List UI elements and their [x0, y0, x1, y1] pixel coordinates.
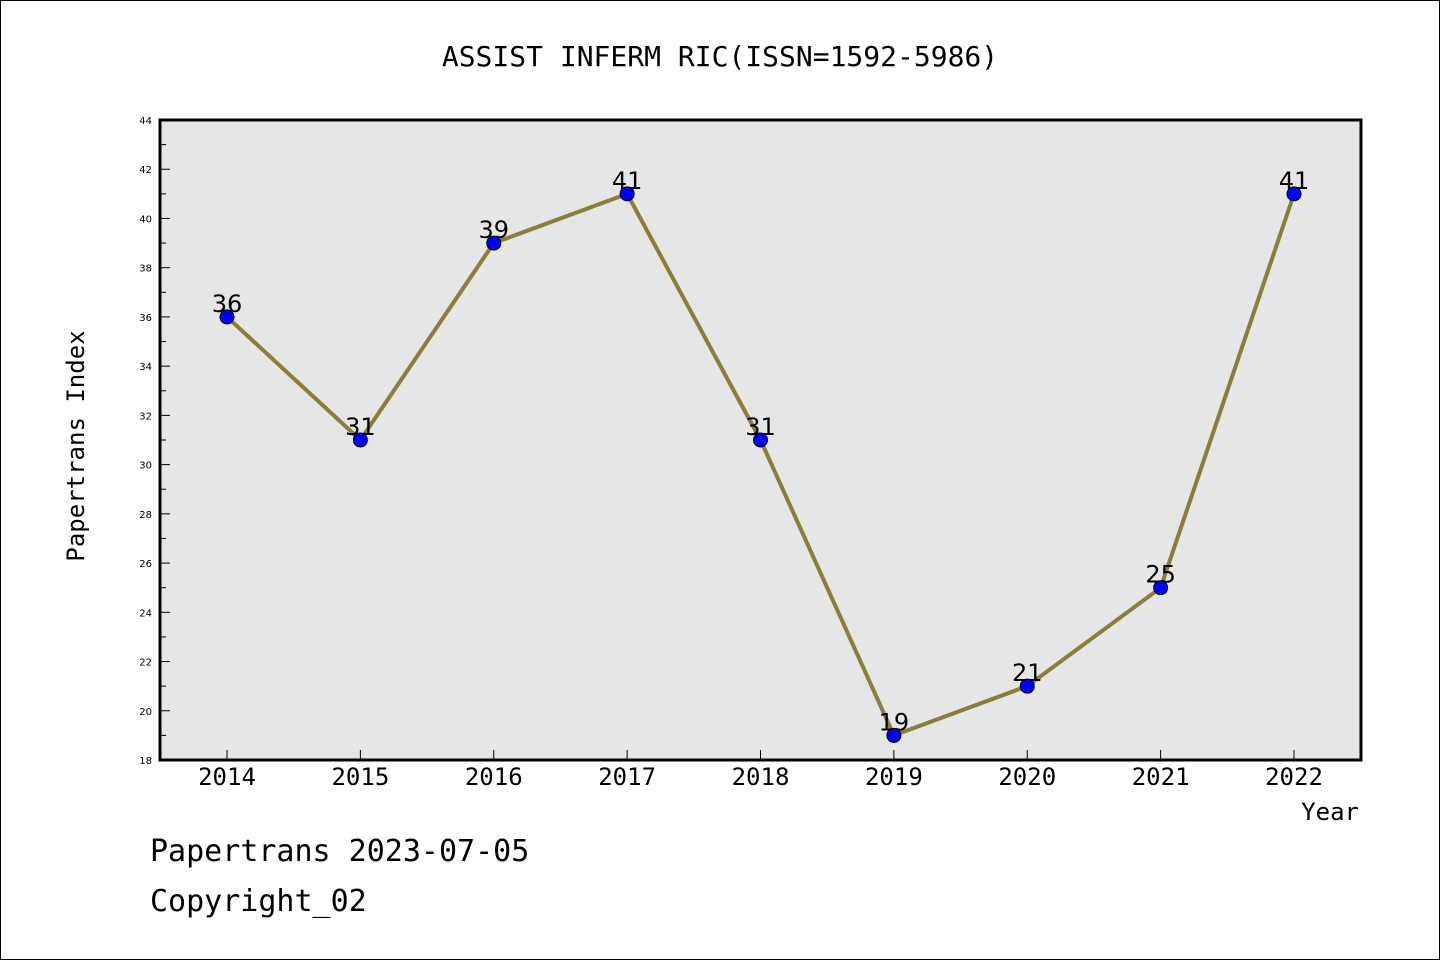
x-tick-label: 2016	[465, 763, 523, 791]
x-tick-label: 2018	[732, 763, 790, 791]
x-axis-label: Year	[1301, 798, 1359, 826]
data-label: 36	[212, 290, 243, 318]
data-label: 19	[879, 708, 910, 736]
y-tick-label: 30	[139, 461, 152, 472]
data-point-marker	[1019, 678, 1035, 694]
x-tick-label: 2020	[998, 763, 1056, 791]
data-label-layer: 36 31 39 41 31 19 21 25 41	[212, 167, 1310, 737]
y-tick-label: 44	[139, 116, 152, 127]
y-tick-label: 40	[139, 214, 152, 225]
data-point-marker	[352, 432, 368, 448]
y-tick-label: 24	[139, 608, 152, 619]
data-label: 31	[745, 413, 776, 441]
x-tick-label: 2019	[865, 763, 923, 791]
data-point-marker	[619, 186, 635, 202]
chart-title: ASSIST INFERM RIC(ISSN=1592-5986)	[442, 40, 998, 73]
y-tick-label: 42	[139, 165, 152, 176]
data-label: 41	[1279, 167, 1310, 195]
data-point-marker	[886, 727, 902, 743]
series-layer	[219, 186, 1302, 743]
y-tick-label: 34	[139, 362, 152, 373]
data-point-marker	[219, 309, 235, 325]
x-tick-label: 2014	[198, 763, 256, 791]
data-point-marker	[1153, 580, 1169, 596]
x-tick-label: 2015	[331, 763, 389, 791]
y-tick-label: 28	[139, 510, 152, 521]
data-label: 39	[478, 216, 509, 244]
y-tick-label: 36	[139, 313, 152, 324]
data-label: 41	[612, 167, 643, 195]
data-label: 25	[1145, 561, 1176, 589]
y-tick-label: 38	[139, 264, 152, 275]
y-tick-label: 26	[139, 559, 152, 570]
y-axis-label: Papertrans Index	[62, 330, 90, 561]
y-tick-label: 18	[139, 756, 152, 767]
x-axis: 2014 2015 2016 2017 2018 2019 2020 2021 2022	[198, 750, 1323, 791]
x-tick-label: 2021	[1132, 763, 1190, 791]
footer-date-text: Papertrans 2023-07-05	[150, 834, 530, 869]
y-tick-label: 20	[139, 707, 152, 718]
data-point-marker	[753, 432, 768, 448]
data-label: 31	[345, 413, 376, 441]
x-tick-label: 2022	[1265, 763, 1323, 791]
x-tick-label: 2017	[598, 763, 656, 791]
data-point-marker	[486, 235, 502, 251]
y-tick-label: 32	[139, 411, 152, 422]
y-axis: 18 20 22 24 26 28 30 32 34 36 38 40 42 44	[139, 116, 170, 767]
y-tick-label: 22	[139, 658, 152, 669]
footer-copyright-text: Copyright_02	[150, 884, 367, 919]
data-point-marker	[1286, 186, 1302, 202]
data-label: 21	[1012, 659, 1043, 687]
